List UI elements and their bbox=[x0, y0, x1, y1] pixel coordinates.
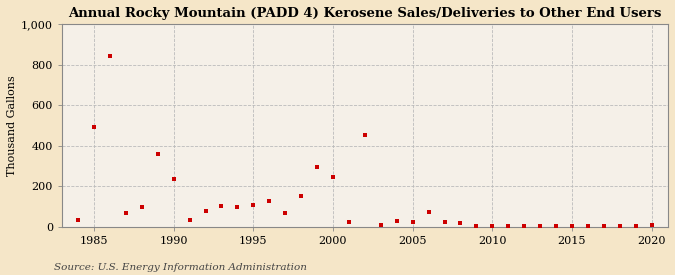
Point bbox=[375, 223, 386, 227]
Point bbox=[360, 132, 371, 137]
Point bbox=[248, 202, 259, 207]
Point bbox=[120, 211, 131, 215]
Point bbox=[551, 224, 562, 228]
Point bbox=[184, 218, 195, 222]
Y-axis label: Thousand Gallons: Thousand Gallons bbox=[7, 75, 17, 176]
Point bbox=[392, 219, 402, 223]
Point bbox=[471, 224, 482, 228]
Point bbox=[296, 193, 306, 198]
Point bbox=[487, 224, 497, 228]
Point bbox=[153, 152, 163, 156]
Point bbox=[566, 224, 577, 228]
Point bbox=[614, 224, 625, 228]
Point bbox=[646, 223, 657, 227]
Point bbox=[423, 210, 434, 214]
Point bbox=[630, 224, 641, 228]
Point bbox=[88, 125, 99, 130]
Text: Source: U.S. Energy Information Administration: Source: U.S. Energy Information Administ… bbox=[54, 263, 307, 272]
Point bbox=[105, 54, 115, 59]
Point bbox=[216, 204, 227, 208]
Point bbox=[280, 211, 291, 215]
Point bbox=[519, 224, 530, 228]
Point bbox=[455, 221, 466, 225]
Point bbox=[407, 220, 418, 224]
Point bbox=[312, 165, 323, 169]
Point bbox=[168, 177, 179, 182]
Point bbox=[73, 218, 84, 222]
Point bbox=[136, 205, 147, 209]
Point bbox=[439, 220, 450, 224]
Point bbox=[232, 205, 243, 209]
Point bbox=[583, 224, 593, 228]
Point bbox=[599, 224, 610, 228]
Point bbox=[327, 175, 338, 180]
Point bbox=[264, 199, 275, 203]
Point bbox=[535, 224, 545, 228]
Title: Annual Rocky Mountain (PADD 4) Kerosene Sales/Deliveries to Other End Users: Annual Rocky Mountain (PADD 4) Kerosene … bbox=[68, 7, 662, 20]
Point bbox=[344, 220, 354, 224]
Point bbox=[503, 224, 514, 228]
Point bbox=[200, 208, 211, 213]
